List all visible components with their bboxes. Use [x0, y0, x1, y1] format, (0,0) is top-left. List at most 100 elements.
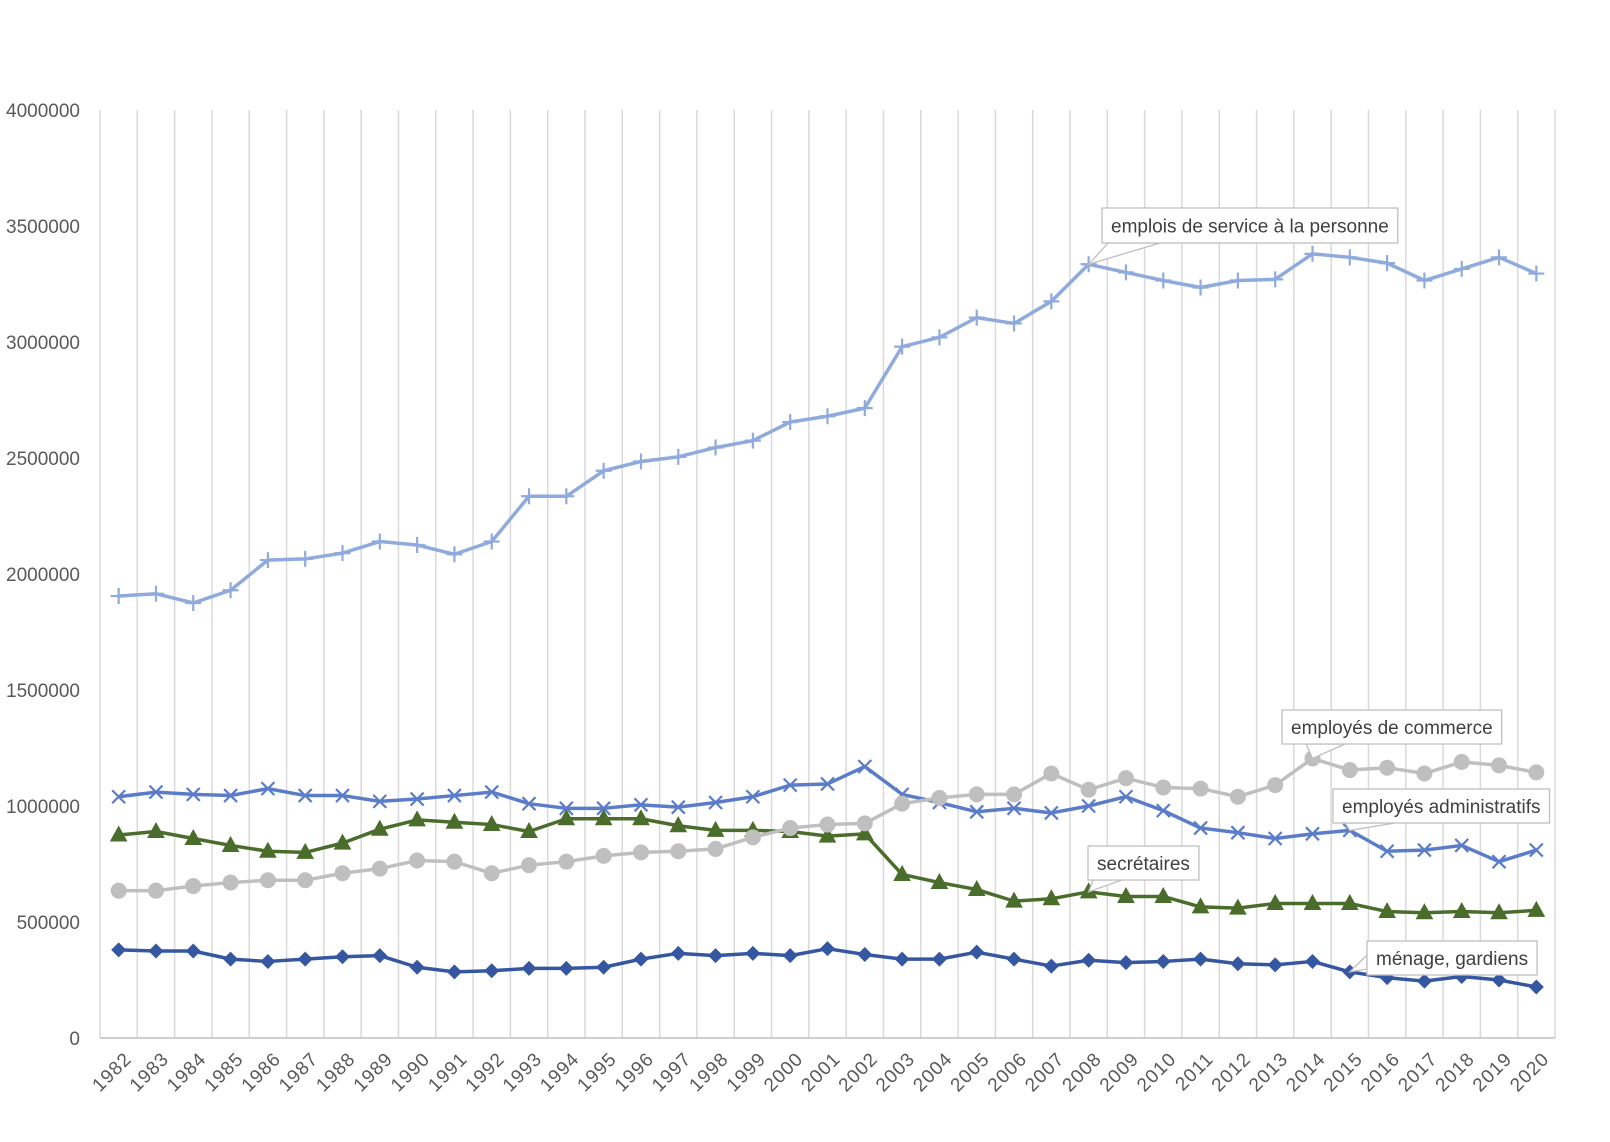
emplois-de-service-a-la-personne-point	[1267, 271, 1284, 288]
x-tick-label: 1984	[163, 1049, 211, 1097]
emplois-de-service-a-la-personne-label-box	[1101, 207, 1399, 244]
x-tick-label: 1982	[89, 1049, 137, 1097]
secretaires-point	[669, 816, 688, 833]
employes-administratifs-label-box	[1332, 788, 1551, 824]
employes-administratifs-point	[559, 801, 574, 816]
employes-administratifs-point	[1491, 854, 1507, 869]
employes-administratifs-point	[820, 776, 835, 792]
employes-de-commerce-point	[1453, 753, 1470, 770]
menage-gardiens-point	[1416, 973, 1432, 989]
menage-gardiens-point	[409, 959, 425, 975]
emplois-de-service-a-la-personne-point	[446, 546, 463, 563]
employes-administratifs-point	[1379, 843, 1395, 859]
menage-gardiens-point	[670, 945, 686, 961]
secretaires-point	[482, 815, 501, 832]
emplois-de-service-a-la-personne-point	[1155, 272, 1172, 289]
emplois-de-service-a-la-personne-label: emplois de service à la personne	[1086, 207, 1399, 266]
secretaires-point	[1266, 893, 1285, 910]
employes-de-commerce-point	[1229, 788, 1246, 805]
emplois-de-service-a-la-personne-point	[744, 432, 761, 449]
emplois-de-service-a-la-personne-line	[116, 252, 1539, 605]
employes-administratifs-point	[670, 799, 686, 815]
y-tick-label: 1000000	[6, 797, 80, 818]
employes-de-commerce-point	[147, 882, 164, 899]
x-tick-label: 1993	[499, 1049, 547, 1097]
employes-administratifs-point	[372, 794, 388, 809]
secretaires-point	[1303, 893, 1322, 910]
emplois-de-service-a-la-personne-point	[968, 309, 985, 326]
x-tick-label: 1989	[350, 1049, 398, 1097]
emplois-de-service-a-la-personne-point	[1043, 293, 1060, 310]
emplois-de-service-a-la-personne-point	[1341, 249, 1358, 266]
employes-administratifs-series	[111, 759, 1544, 869]
emplois-de-service-a-la-personne-point	[1491, 249, 1508, 266]
employes-de-commerce-point	[110, 882, 127, 899]
employes-de-commerce-point	[1491, 757, 1508, 774]
employes-administratifs-point	[447, 788, 462, 803]
menage-gardiens-point	[446, 964, 462, 980]
menage-gardiens-point	[372, 948, 388, 964]
employes-de-commerce-point	[968, 786, 985, 803]
employes-administratifs-point	[969, 804, 985, 820]
emplois-de-service-a-la-personne-point	[409, 537, 426, 553]
employes-de-commerce-point	[259, 872, 276, 889]
menage-gardiens-point	[894, 951, 910, 967]
employes-de-commerce-point	[707, 840, 724, 857]
x-tick-label: 1987	[275, 1049, 323, 1097]
employes-de-commerce-point	[446, 853, 463, 870]
emplois-de-service-a-la-personne-point	[1304, 245, 1321, 262]
menage-gardiens-point	[484, 963, 500, 979]
emplois-de-service-a-la-personne-point	[1192, 279, 1209, 296]
menage-gardiens-point	[633, 951, 649, 967]
x-tick-label: 2012	[1208, 1049, 1256, 1097]
employes-de-commerce-point	[744, 829, 761, 846]
emplois-de-service-a-la-personne-point	[1416, 272, 1433, 289]
menage-gardiens-point	[596, 959, 612, 975]
x-tick-label: 2005	[947, 1049, 995, 1097]
employes-administratifs-point	[1044, 805, 1059, 821]
secretaires-point	[296, 842, 315, 859]
menage-gardiens-point	[1491, 972, 1507, 988]
employes-de-commerce-point	[670, 843, 687, 860]
emplois-de-service-a-la-personne-point	[670, 448, 687, 465]
x-tick-label: 2004	[909, 1049, 957, 1097]
employes-administratifs-point	[260, 781, 276, 796]
employes-administratifs-label-leader	[1343, 822, 1396, 832]
x-tick-label: 2020	[1506, 1049, 1554, 1097]
emplois-de-service-a-la-personne-point	[558, 488, 575, 505]
emplois-de-service-a-la-personne-point	[1453, 260, 1470, 277]
employes-administratifs-point	[185, 787, 201, 802]
emplois-de-service-a-la-personne-point	[371, 533, 388, 550]
employes-de-commerce-point	[1006, 786, 1023, 803]
x-tick-label: 1983	[126, 1049, 174, 1097]
y-tick-label: 2000000	[6, 565, 80, 586]
employes-administratifs-point	[1267, 831, 1283, 846]
employes-administratifs-label-text: employés administratifs	[1342, 797, 1541, 818]
emplois-de-service-a-la-personne-point	[1006, 315, 1023, 332]
gridlines	[99, 110, 1556, 1038]
menage-gardiens-point	[1118, 955, 1134, 971]
emplois-de-service-a-la-personne-point	[1229, 272, 1246, 289]
employes-de-commerce-point	[521, 857, 538, 874]
emplois-de-service-a-la-personne-point	[1117, 264, 1134, 281]
secretaires-point	[1452, 902, 1471, 919]
menage-gardiens-label-box	[1366, 940, 1538, 976]
employes-de-commerce-point	[483, 865, 500, 882]
secretaires-point	[1042, 889, 1061, 906]
menage-gardiens-point	[185, 943, 201, 959]
employes-administratifs-point	[1230, 825, 1246, 840]
employes-de-commerce-point	[894, 795, 911, 812]
secretaires-point	[893, 864, 911, 881]
employes-de-commerce-point	[222, 874, 239, 891]
secretaires-point	[259, 841, 277, 858]
x-tick-label: 2010	[1133, 1049, 1181, 1097]
secretaires-point	[1378, 902, 1396, 919]
secretaires-point	[445, 812, 464, 829]
secretaires-point	[1154, 886, 1173, 903]
employes-de-commerce-point	[1192, 780, 1209, 797]
menage-gardiens-point	[1230, 956, 1246, 972]
emplois-de-service-a-la-personne-point	[110, 588, 127, 605]
secretaires-point	[930, 873, 949, 890]
menage-gardiens-point	[1006, 951, 1022, 967]
x-tick-label: 1996	[611, 1049, 659, 1097]
